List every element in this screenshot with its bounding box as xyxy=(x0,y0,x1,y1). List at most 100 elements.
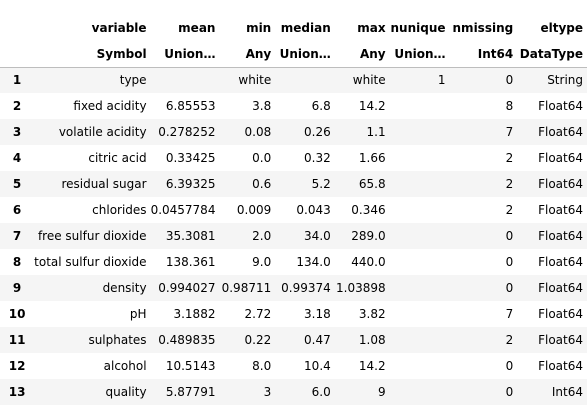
row-index: 9 xyxy=(12,281,22,295)
cell-min: 0.6 xyxy=(252,177,272,191)
cell-min: 0.08 xyxy=(244,125,272,139)
cell-nunique xyxy=(390,353,450,379)
cell-variable: fixed acidity xyxy=(73,99,147,113)
table-row: 11 sulphates 0.489835 0.22 0.47 1.08 2 Float64 xyxy=(0,327,587,353)
index-header xyxy=(0,15,34,41)
cell-max: white xyxy=(352,73,386,88)
cell-median: 6.0 xyxy=(311,385,331,399)
cell-variable: citric acid xyxy=(88,151,147,165)
cell-mean: 3.1882 xyxy=(173,307,216,321)
column-header-nmissing: nmissing xyxy=(452,21,514,35)
cell-variable: type xyxy=(119,73,147,88)
cell-nunique xyxy=(390,197,450,223)
cell-eltype: Float64 xyxy=(538,151,583,165)
row-index: 5 xyxy=(12,177,22,191)
cell-nmissing: 2 xyxy=(505,203,514,217)
cell-min: 3 xyxy=(263,385,272,399)
cell-nunique: 1 xyxy=(437,73,446,88)
cell-variable: pH xyxy=(129,307,147,321)
row-index: 12 xyxy=(8,359,26,373)
column-header-variable: variable xyxy=(91,21,147,35)
cell-max: 14.2 xyxy=(358,99,386,113)
describe-table: variable mean min median max nunique nmi… xyxy=(0,15,587,405)
cell-mean: 35.3081 xyxy=(165,229,216,243)
cell-min: 8.0 xyxy=(252,359,272,373)
cell-median: 3.18 xyxy=(304,307,331,321)
cell-min: 0.0 xyxy=(252,151,272,165)
cell-mean: 6.39325 xyxy=(165,177,216,191)
cell-nmissing: 0 xyxy=(505,255,514,269)
cell-min: 0.22 xyxy=(244,333,272,347)
cell-nmissing: 7 xyxy=(505,307,514,321)
row-index: 6 xyxy=(12,203,22,217)
table-body: 1 type white white 1 0 String 2 fixed acidity 6.8… xyxy=(0,67,587,405)
cell-median: 134.0 xyxy=(296,255,331,269)
cell-min: 9.0 xyxy=(252,255,272,269)
column-type-eltype: DataType xyxy=(517,41,587,68)
cell-min: white xyxy=(238,73,272,88)
column-type-mean: Union… xyxy=(150,41,220,68)
cell-eltype: String xyxy=(547,73,583,88)
table-row: 5 residual sugar 6.39325 0.6 5.2 65.8 2 Float64 xyxy=(0,171,587,197)
table-row: 7 free sulfur dioxide 35.3081 2.0 34.0 289.0 0… xyxy=(0,223,587,249)
cell-variable: residual sugar xyxy=(61,177,147,191)
cell-nmissing: 2 xyxy=(505,177,514,191)
column-name-row: variable mean min median max nunique nmi… xyxy=(0,15,587,41)
table-row: 10 pH 3.1882 2.72 3.18 3.82 7 Float64 xyxy=(0,301,587,327)
cell-nmissing: 2 xyxy=(505,151,514,165)
table-row: 6 chlorides 0.0457784 0.009 0.043 0.346 2 Float… xyxy=(0,197,587,223)
cell-mean: 5.87791 xyxy=(165,385,216,399)
column-type-median: Union… xyxy=(275,41,335,68)
row-index: 2 xyxy=(12,99,22,113)
cell-nmissing: 2 xyxy=(505,333,514,347)
cell-median: 0.043 xyxy=(296,203,331,217)
cell-eltype: Float64 xyxy=(538,229,583,243)
cell-nunique xyxy=(390,275,450,301)
column-type-variable: Symbol xyxy=(34,41,151,68)
table-row: 13 quality 5.87791 3 6.0 9 0 Int64 xyxy=(0,379,587,405)
cell-eltype: Float64 xyxy=(538,203,583,217)
row-index: 7 xyxy=(12,229,22,243)
cell-median: 0.47 xyxy=(304,333,331,347)
column-header-mean: mean xyxy=(178,21,216,35)
cell-median: 34.0 xyxy=(304,229,331,243)
cell-min: 3.8 xyxy=(252,99,272,113)
cell-nmissing: 0 xyxy=(505,229,514,243)
cell-mean: 138.361 xyxy=(165,255,216,269)
cell-mean: 10.5143 xyxy=(165,359,216,373)
cell-nunique xyxy=(390,223,450,249)
cell-nunique xyxy=(390,119,450,145)
cell-median: 0.99374 xyxy=(281,281,331,295)
cell-median: 0.26 xyxy=(304,125,331,139)
cell-nunique xyxy=(390,379,450,405)
cell-mean: 0.278252 xyxy=(158,125,216,139)
column-header-median: median xyxy=(280,21,331,35)
column-header-eltype: eltype xyxy=(540,21,583,35)
cell-eltype: Float64 xyxy=(538,359,583,373)
column-type-min: Any xyxy=(219,41,276,68)
cell-max: 9 xyxy=(377,385,386,399)
cell-mean: 0.489835 xyxy=(158,333,216,347)
cell-median xyxy=(275,67,335,93)
cell-variable: alcohol xyxy=(103,359,147,373)
column-header-max: max xyxy=(357,21,386,35)
cell-nmissing: 0 xyxy=(505,281,514,295)
cell-max: 65.8 xyxy=(358,177,386,191)
cell-eltype: Float64 xyxy=(538,99,583,113)
table-row: 2 fixed acidity 6.85553 3.8 6.8 14.2 8 Float64 xyxy=(0,93,587,119)
cell-max: 0.346 xyxy=(351,203,386,217)
cell-min: 2.72 xyxy=(244,307,272,321)
cell-eltype: Float64 xyxy=(538,177,583,191)
row-index: 13 xyxy=(8,385,26,399)
cell-max: 1.1 xyxy=(366,125,386,139)
cell-nmissing: 0 xyxy=(505,359,514,373)
cell-median: 6.8 xyxy=(311,99,331,113)
row-index: 10 xyxy=(8,307,26,321)
table-row: 8 total sulfur dioxide 138.361 9.0 134.0 440.… xyxy=(0,249,587,275)
cell-nmissing: 0 xyxy=(505,385,514,399)
cell-min: 2.0 xyxy=(252,229,272,243)
cell-mean: 0.994027 xyxy=(158,281,216,295)
cell-max: 289.0 xyxy=(351,229,386,243)
cell-variable: sulphates xyxy=(88,333,147,347)
